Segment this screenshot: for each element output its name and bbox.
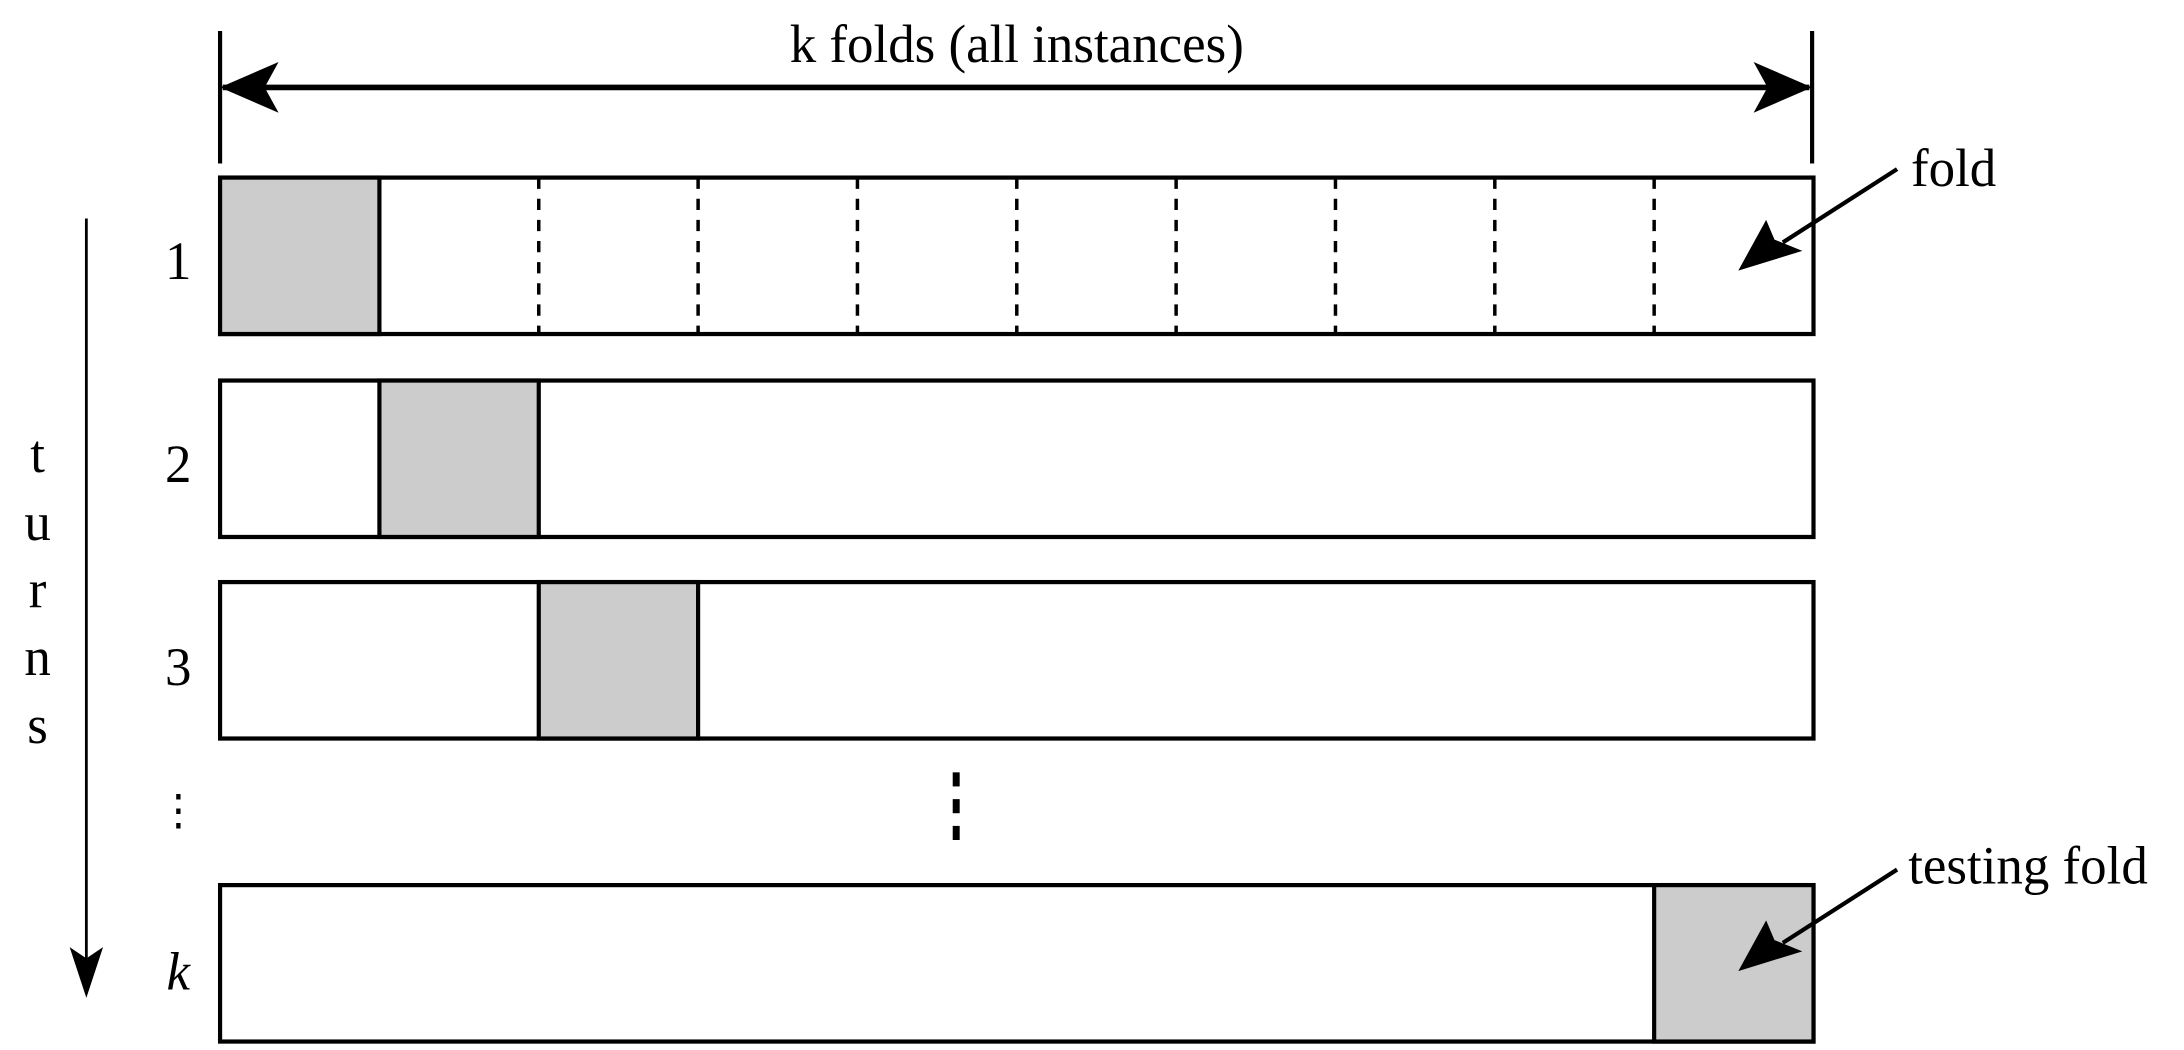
turns-letter: n <box>24 628 50 687</box>
fold-label: fold <box>1911 139 1996 198</box>
turns-arrow-head <box>69 947 104 998</box>
diagram-title: k folds (all instances) <box>790 15 1244 74</box>
turns-letter: s <box>27 695 48 754</box>
fold-row <box>217 378 1816 540</box>
row-label: k <box>167 942 192 1001</box>
row-label: 2 <box>165 435 191 494</box>
testing-fold <box>536 579 701 741</box>
fold-row <box>217 579 1816 741</box>
testing-fold <box>377 378 541 540</box>
span-arrow-left-head <box>220 62 279 113</box>
row-label: 1 <box>165 232 191 291</box>
vertical-ellipsis <box>952 772 960 840</box>
testing-fold-pointer-head <box>1738 920 1803 972</box>
row-box <box>217 579 1816 741</box>
testing-fold-label: testing fold <box>1908 836 2148 895</box>
turns-letter: t <box>30 425 45 484</box>
fold-row <box>217 175 1816 337</box>
testing-fold <box>1652 882 1816 1044</box>
row-box <box>217 882 1816 1044</box>
span-arrow-right-head <box>1753 62 1813 113</box>
turns-letter: r <box>29 560 47 619</box>
turns-letter: u <box>24 493 50 552</box>
testing-fold <box>217 175 382 337</box>
fold-row <box>217 882 1816 1044</box>
fold-pointer-arrow <box>1781 167 1899 245</box>
row-label: 3 <box>165 638 191 697</box>
row-label: ⋮ <box>157 788 199 834</box>
testing-fold-pointer-arrow <box>1781 867 1899 945</box>
fold-pointer-head <box>1738 219 1803 271</box>
